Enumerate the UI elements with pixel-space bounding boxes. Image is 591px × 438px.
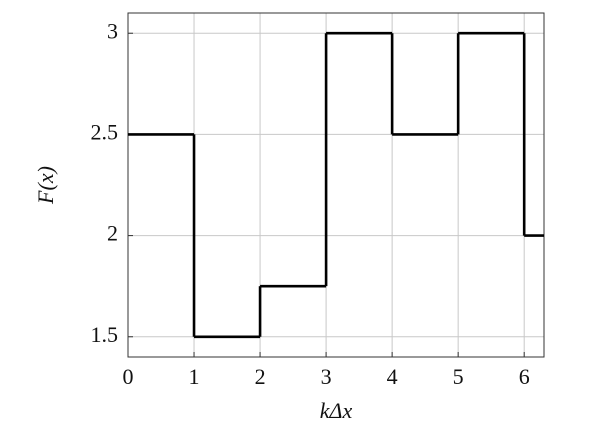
x-tick-label: 4	[387, 364, 398, 389]
y-tick-label: 3	[107, 18, 118, 43]
x-tick-label: 3	[321, 364, 332, 389]
x-tick-label: 6	[519, 364, 530, 389]
x-tick-label: 2	[255, 364, 266, 389]
plot-frame	[127, 12, 545, 358]
y-axis-label: F(x)	[33, 166, 58, 205]
x-axis-label: kΔx	[320, 398, 353, 423]
x-tick-label: 1	[189, 364, 200, 389]
y-tick-label: 2.5	[91, 119, 119, 144]
x-tick-label: 5	[453, 364, 464, 389]
y-tick-label: 1.5	[91, 322, 119, 347]
x-tick-label: 0	[123, 364, 134, 389]
y-tick-label: 2	[107, 221, 118, 246]
